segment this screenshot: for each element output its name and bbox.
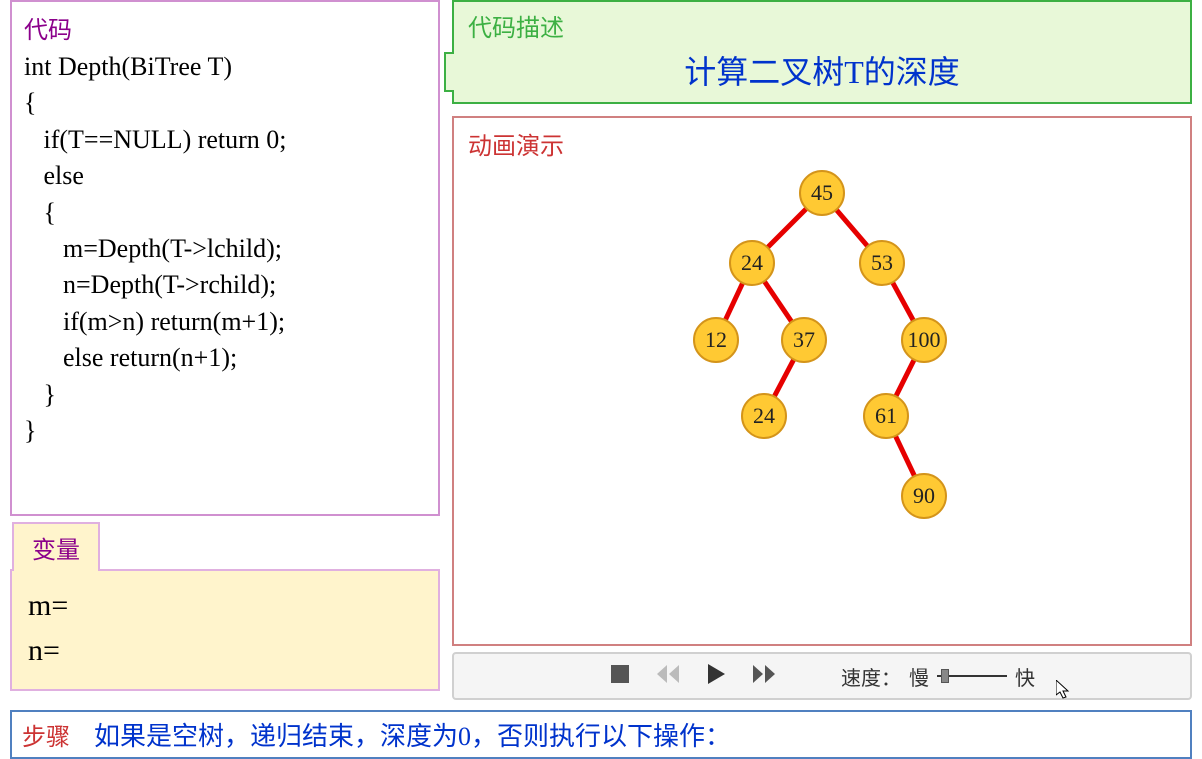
steps-panel: 步骤 如果是空树，递归结束，深度为0，否则执行以下操作： bbox=[10, 710, 1192, 759]
animation-title: 动画演示 bbox=[468, 126, 1176, 161]
fast-forward-button[interactable] bbox=[751, 663, 777, 690]
steps-label: 步骤 bbox=[22, 725, 70, 751]
play-button[interactable] bbox=[705, 662, 727, 691]
rewind-button[interactable] bbox=[655, 663, 681, 690]
code-panel: 代码 int Depth(BiTree T) { if(T==NULL) ret… bbox=[10, 0, 440, 516]
variables-panel: m= n= bbox=[10, 569, 440, 691]
tree-node-label: 61 bbox=[875, 403, 897, 428]
speed-label: 速度： bbox=[841, 662, 901, 691]
tree-node-label: 90 bbox=[913, 483, 935, 508]
tree-node-label: 100 bbox=[908, 327, 941, 352]
description-title: 代码描述 bbox=[468, 8, 1176, 43]
description-main: 计算二叉树T的深度 bbox=[468, 47, 1176, 93]
variable-n: n= bbox=[28, 628, 422, 673]
tree-node-label: 12 bbox=[705, 327, 727, 352]
tree-node-label: 53 bbox=[871, 250, 893, 275]
tree-node-label: 24 bbox=[741, 250, 763, 275]
speed-slow-label: 慢 bbox=[909, 662, 929, 691]
description-panel: 代码描述 计算二叉树T的深度 bbox=[452, 0, 1192, 104]
variables-tab[interactable]: 变量 bbox=[12, 522, 100, 571]
desc-notch bbox=[444, 52, 454, 92]
steps-text: 如果是空树，递归结束，深度为0，否则执行以下操作： bbox=[94, 722, 731, 751]
tree-node-label: 45 bbox=[811, 180, 833, 205]
speed-fast-label: 快 bbox=[1015, 662, 1035, 691]
code-body: int Depth(BiTree T) { if(T==NULL) return… bbox=[24, 49, 426, 449]
playback-controls: 速度： 慢 快 bbox=[452, 652, 1192, 700]
animation-panel: 动画演示 45 24 53 12 37 100 24 61 90 bbox=[452, 116, 1192, 646]
speed-control: 速度： 慢 快 bbox=[841, 662, 1035, 691]
variable-m: m= bbox=[28, 583, 422, 628]
speed-slider[interactable] bbox=[937, 675, 1007, 677]
stop-button[interactable] bbox=[609, 663, 631, 690]
code-title: 代码 bbox=[24, 10, 426, 45]
tree-node-label: 37 bbox=[793, 327, 815, 352]
speed-slider-thumb[interactable] bbox=[941, 669, 949, 683]
binary-tree: 45 24 53 12 37 100 24 61 90 bbox=[454, 158, 1190, 648]
tree-node-label: 24 bbox=[753, 403, 775, 428]
